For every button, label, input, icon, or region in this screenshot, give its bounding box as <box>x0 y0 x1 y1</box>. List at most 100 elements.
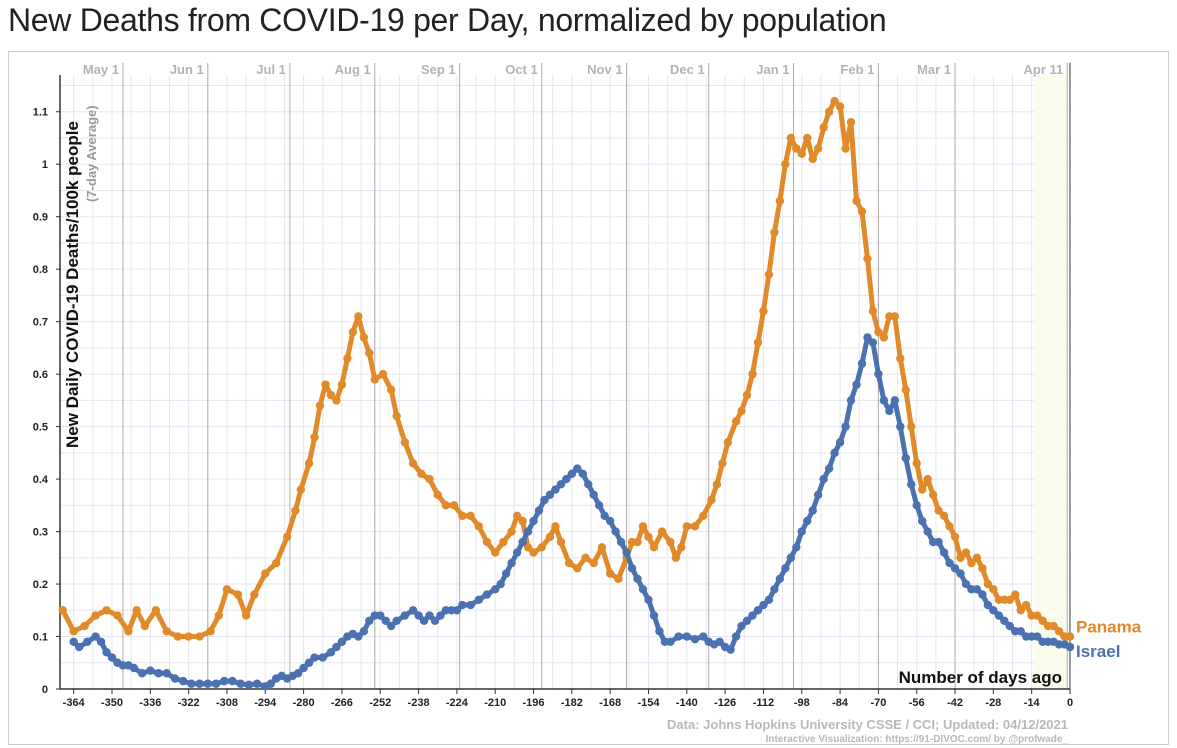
data-point-israel <box>337 637 347 646</box>
y-tick-label: 0 <box>42 684 48 696</box>
data-point-panama <box>222 585 232 594</box>
data-point-israel <box>890 396 900 405</box>
data-point-panama <box>917 485 927 494</box>
data-point-israel <box>326 648 336 657</box>
data-point-israel <box>436 611 445 620</box>
data-point-panama <box>1016 606 1025 615</box>
data-point-israel <box>203 679 213 688</box>
data-point-panama <box>233 590 243 599</box>
data-point-panama <box>764 270 774 279</box>
data-point-panama <box>901 385 910 395</box>
data-point-israel <box>912 501 921 510</box>
data-point-israel <box>482 590 492 599</box>
data-point-panama <box>803 133 812 143</box>
data-point-panama <box>124 627 133 636</box>
month-label: Dec 1 <box>670 62 705 77</box>
data-point-israel <box>386 621 396 631</box>
y-tick-label: 1 <box>42 159 48 171</box>
data-point-israel <box>146 666 155 675</box>
data-point-israel <box>376 611 385 620</box>
data-point-panama <box>458 511 467 521</box>
month-markers: May 1 Jun 1 Jul 1 Aug 1 Sep 1 Oct 1 Nov 1 Dec 1… <box>83 62 1071 689</box>
data-point-panama <box>830 97 839 106</box>
data-point-panama <box>781 160 790 169</box>
data-source: Data: Johns Hopkins University CSSE / CC… <box>667 717 1068 732</box>
data-point-panama <box>638 522 648 531</box>
data-point-israel <box>649 611 659 620</box>
data-point-panama <box>80 621 89 631</box>
data-point-panama <box>482 537 492 547</box>
data-point-panama <box>731 417 741 426</box>
x-tick-label: -28 <box>985 697 1001 709</box>
y-tick-label: 0.3 <box>33 527 48 539</box>
data-point-israel <box>901 453 910 463</box>
x-tick-label: -168 <box>599 697 621 709</box>
data-point-israel <box>266 679 275 688</box>
month-label: Apr 11 <box>1024 62 1064 77</box>
data-point-israel <box>501 569 511 578</box>
data-point-panama <box>748 369 757 379</box>
data-point-israel <box>699 632 708 641</box>
data-point-israel <box>611 527 620 536</box>
data-point-israel <box>994 611 1004 620</box>
data-point-israel <box>983 600 993 610</box>
data-point-panama <box>835 102 845 111</box>
data-point-israel <box>868 338 878 347</box>
data-point-panama <box>649 543 659 552</box>
y-tick-label: 0.2 <box>33 579 48 591</box>
data-point-israel <box>956 569 965 578</box>
month-label: Feb 1 <box>840 62 874 77</box>
data-point-panama <box>523 543 533 552</box>
data-point-panama <box>304 459 314 468</box>
data-point-panama <box>315 401 325 410</box>
data-point-panama <box>666 537 675 547</box>
data-point-panama <box>819 123 828 132</box>
data-point-panama <box>945 522 954 531</box>
x-tick-label: -238 <box>408 697 430 709</box>
data-point-panama <box>282 532 292 542</box>
data-point-panama <box>151 606 160 615</box>
data-point-israel <box>945 558 954 568</box>
data-point-israel <box>852 380 861 389</box>
data-point-panama <box>907 422 916 431</box>
data-point-israel <box>74 642 84 652</box>
data-point-panama <box>644 532 653 542</box>
data-point-panama <box>132 606 141 615</box>
data-point-panama <box>321 380 330 389</box>
data-point-israel <box>770 585 779 594</box>
x-tick-label: -56 <box>909 697 925 709</box>
data-point-israel <box>236 679 245 688</box>
data-point-israel <box>1005 621 1014 631</box>
data-point-panama <box>537 543 546 552</box>
x-tick-label: -350 <box>101 697 123 709</box>
data-point-israel <box>808 506 817 515</box>
data-point-panama <box>241 611 251 620</box>
data-point-panama <box>841 144 850 153</box>
data-point-panama <box>545 532 555 542</box>
data-point-panama <box>712 480 722 489</box>
data-point-israel <box>797 527 806 536</box>
y-tick-label: 0.5 <box>33 422 48 434</box>
data-point-israel <box>781 564 790 573</box>
y-axis-label: New Daily COVID-19 Deaths/100k people <box>63 121 82 448</box>
x-tick-label: -252 <box>369 697 391 709</box>
data-point-panama <box>890 312 900 321</box>
data-point-israel <box>1000 616 1009 625</box>
data-point-israel <box>644 595 653 604</box>
data-point-israel <box>589 490 598 500</box>
data-point-israel <box>252 679 262 688</box>
data-point-panama <box>499 537 508 547</box>
data-point-panama <box>551 522 560 531</box>
data-point-panama <box>556 537 566 547</box>
data-point-israel <box>819 474 828 484</box>
data-point-israel <box>137 669 147 678</box>
data-point-panama <box>581 553 590 563</box>
data-point-panama <box>824 107 834 116</box>
data-point-panama <box>425 474 434 484</box>
data-point-israel <box>534 506 544 515</box>
data-point-panama <box>707 495 716 505</box>
data-point-israel <box>830 448 839 458</box>
data-point-panama <box>206 627 215 636</box>
data-point-panama <box>474 522 483 531</box>
month-label: Aug 1 <box>335 62 371 77</box>
